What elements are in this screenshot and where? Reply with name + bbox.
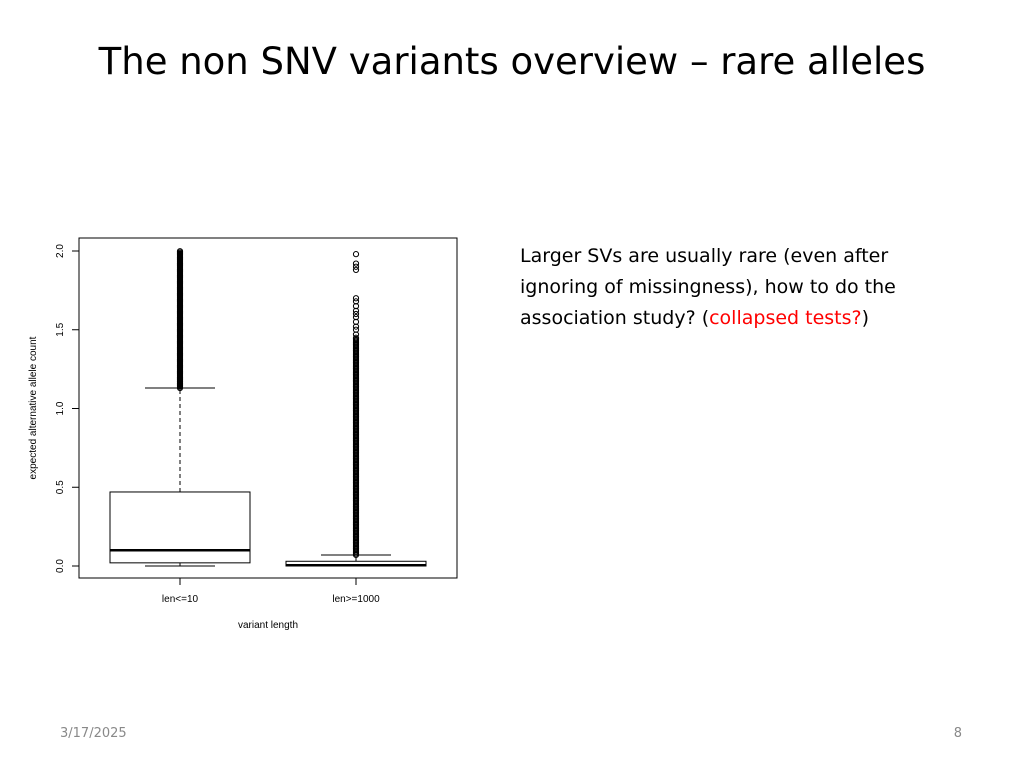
x-tick-label: len>=1000 [332,594,380,605]
boxplot-chart: 0.0 0.5 1.0 1.5 2.0 expected alternative alle… [28,237,458,631]
y-tick-label: 0.5 [55,480,66,494]
body-text-end: ) [861,307,870,329]
outlier-point [352,326,360,333]
footer-date: 3/17/2025 [60,726,127,741]
y-tick-label: 1.0 [55,401,66,415]
y-tick-label: 2.0 [55,244,66,258]
body-text-highlight: collapsed tests? [709,307,862,329]
slide-title: The non SNV variants overview – rare all… [98,40,926,83]
outlier-point [352,298,360,305]
slide-body-text: Larger SVs are usually rare (even after … [520,241,950,334]
y-axis-label: expected alternative allele count [28,336,39,479]
box-iqr [109,491,251,564]
y-tick-label: 1.5 [55,322,66,336]
outlier-point [352,263,360,270]
y-tick-label: 0.0 [55,559,66,573]
outlier-point [352,295,360,302]
outlier-point [352,251,360,258]
outlier-point [352,334,360,341]
x-tick-label: len<=10 [162,594,199,605]
outlier-point [352,266,360,273]
outlier-point [352,314,360,321]
page-number: 8 [953,726,962,741]
outlier-point [352,310,360,318]
outlier-point [352,260,360,267]
x-axis-label: variant length [238,620,298,631]
body-text-main: Larger SVs are usually rare (even after … [520,245,896,329]
